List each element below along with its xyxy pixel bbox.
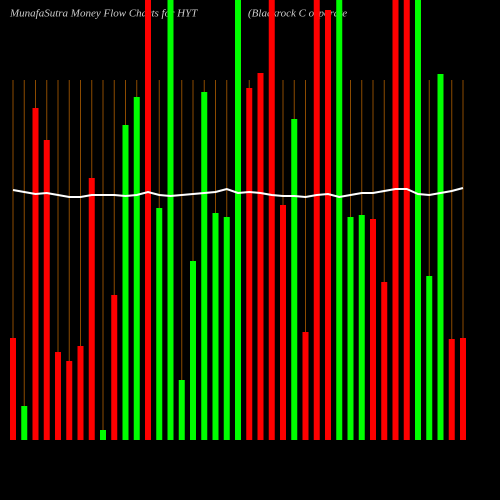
bar <box>280 205 286 440</box>
bar <box>156 208 163 440</box>
bar <box>358 215 365 440</box>
bar <box>55 352 61 440</box>
bar <box>133 97 140 440</box>
bar <box>347 217 354 440</box>
money-flow-line <box>12 187 464 199</box>
bar <box>223 217 230 440</box>
bar <box>291 119 298 440</box>
bar <box>403 0 410 440</box>
bar <box>212 213 219 440</box>
bar <box>190 261 196 440</box>
bar <box>246 88 253 440</box>
bar <box>88 178 95 440</box>
bar <box>145 0 151 440</box>
bar <box>302 332 309 440</box>
bar <box>66 361 73 440</box>
bar <box>167 0 174 440</box>
bar <box>178 380 185 440</box>
bar <box>381 282 388 440</box>
bar <box>10 338 16 440</box>
bar <box>448 339 455 440</box>
bar <box>392 0 399 440</box>
bar <box>415 0 421 440</box>
bar <box>460 338 466 440</box>
bar <box>111 295 118 440</box>
bar <box>336 0 343 440</box>
bar <box>77 346 84 440</box>
bar <box>21 406 28 440</box>
bar <box>235 0 241 440</box>
bar <box>370 219 376 440</box>
bar <box>122 125 129 440</box>
bar <box>43 140 50 440</box>
chart-subtitle: (Blackrock C orporate <box>248 8 347 20</box>
bar <box>313 0 320 440</box>
bar <box>325 10 331 440</box>
bar <box>32 108 39 440</box>
bar <box>437 74 444 440</box>
bar <box>257 73 264 440</box>
bar <box>201 92 208 440</box>
bar <box>268 0 275 440</box>
bar <box>100 430 106 440</box>
bar <box>426 276 433 440</box>
